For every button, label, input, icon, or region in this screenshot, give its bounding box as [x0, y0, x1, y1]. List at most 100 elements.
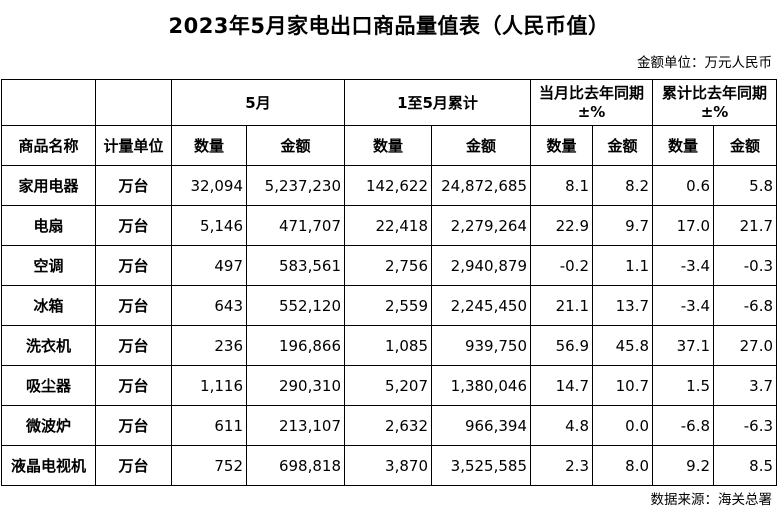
month-yoy-qty: -0.2: [530, 245, 593, 286]
cum-yoy-qty: 1.5: [652, 365, 715, 406]
cum-amount: 939,750: [431, 325, 531, 366]
may-qty: 236: [171, 325, 247, 366]
row-unit: 万台: [95, 205, 172, 246]
may-amount: 471,707: [246, 205, 345, 246]
month-yoy-qty: 56.9: [530, 325, 593, 366]
cum-amount: 2,279,264: [431, 205, 531, 246]
cum-yoy-qty: 17.0: [652, 205, 715, 246]
row-unit: 万台: [95, 325, 172, 366]
cum-yoy-amount: 5.8: [713, 165, 778, 206]
header-col-amt: 金额: [591, 125, 654, 166]
may-qty: 643: [171, 285, 247, 326]
header-may: 5月: [171, 79, 345, 126]
month-yoy-amount: 8.0: [591, 445, 654, 486]
cum-qty: 2,559: [344, 285, 432, 326]
month-yoy-qty: 22.9: [530, 205, 593, 246]
month-yoy-amount: 13.7: [591, 285, 654, 326]
row-name: 空调: [1, 245, 96, 286]
row-unit: 万台: [95, 165, 172, 206]
may-amount: 213,107: [246, 405, 345, 446]
may-amount: 552,120: [246, 285, 345, 326]
row-name: 冰箱: [1, 285, 96, 326]
row-unit: 万台: [95, 445, 172, 486]
cum-yoy-amount: -6.3: [713, 405, 778, 446]
header-month-yoy-line1: 当月比去年同期: [539, 83, 645, 102]
header-column-row: 商品名称 计量单位 数量 金额 数量 金额 数量 金额 数量 金额: [1, 125, 778, 166]
header-col-unit: 计量单位: [95, 125, 172, 166]
row-name: 洗衣机: [1, 325, 96, 366]
table-body: 家用电器 万台 32,094 5,237,230 142,622 24,872,685 8.…: [1, 165, 778, 486]
may-qty: 752: [171, 445, 247, 486]
cum-yoy-qty: -3.4: [652, 285, 715, 326]
may-amount: 5,237,230: [246, 165, 345, 206]
row-name: 吸尘器: [1, 365, 96, 406]
page-title: 2023年5月家电出口商品量值表（人民币值）: [168, 14, 610, 38]
table-row: 液晶电视机 万台 752 698,818 3,870 3,525,585 2.3 8.0 9.2…: [1, 445, 778, 486]
cum-yoy-amount: 21.7: [713, 205, 778, 246]
header-blank-unit: [95, 79, 172, 126]
may-qty: 5,146: [171, 205, 247, 246]
export-table: 5月 1至5月累计 当月比去年同期 ±% 累计比去年同期 ±% 商品名称 计量单…: [1, 79, 778, 486]
table-row: 空调 万台 497 583,561 2,756 2,940,879 -0.2 1.1 -3.4-…: [1, 245, 778, 286]
header-jan-may: 1至5月累计: [344, 79, 531, 126]
may-qty: 611: [171, 405, 247, 446]
cum-yoy-amount: 8.5: [713, 445, 778, 486]
cum-amount: 966,394: [431, 405, 531, 446]
row-name: 家用电器: [1, 165, 96, 206]
month-yoy-qty: 14.7: [530, 365, 593, 406]
row-unit: 万台: [95, 365, 172, 406]
row-unit: 万台: [95, 285, 172, 326]
header-month-yoy-line2: ±%: [577, 102, 606, 121]
row-unit: 万台: [95, 245, 172, 286]
may-amount: 290,310: [246, 365, 345, 406]
may-amount: 196,866: [246, 325, 345, 366]
cum-yoy-qty: -3.4: [652, 245, 715, 286]
row-name: 液晶电视机: [1, 445, 96, 486]
header-col-qty: 数量: [344, 125, 432, 166]
may-amount: 583,561: [246, 245, 345, 286]
cum-yoy-qty: 37.1: [652, 325, 715, 366]
month-yoy-amount: 9.7: [591, 205, 654, 246]
month-yoy-amount: 8.2: [591, 165, 654, 206]
month-yoy-qty: 2.3: [530, 445, 593, 486]
table-row: 冰箱 万台 643 552,120 2,559 2,245,450 21.1 13.7 -3.4…: [1, 285, 778, 326]
cum-qty: 22,418: [344, 205, 432, 246]
cum-amount: 1,380,046: [431, 365, 531, 406]
header-col-amt: 金额: [246, 125, 345, 166]
cum-yoy-qty: 0.6: [652, 165, 715, 206]
cum-amount: 3,525,585: [431, 445, 531, 486]
table-row: 电扇 万台 5,146 471,707 22,418 2,279,264 22.9 9.7 17…: [1, 205, 778, 246]
header-cum-yoy: 累计比去年同期 ±%: [652, 79, 778, 126]
header-col-amt: 金额: [431, 125, 531, 166]
cum-qty: 1,085: [344, 325, 432, 366]
header-col-qty: 数量: [530, 125, 593, 166]
cum-qty: 5,207: [344, 365, 432, 406]
header-col-name: 商品名称: [1, 125, 96, 166]
month-yoy-amount: 0.0: [591, 405, 654, 446]
may-qty: 1,116: [171, 365, 247, 406]
cum-qty: 142,622: [344, 165, 432, 206]
row-unit: 万台: [95, 405, 172, 446]
table-row: 吸尘器 万台 1,116 290,310 5,207 1,380,046 14.7 10.7 1…: [1, 365, 778, 406]
source-note: 数据来源：海关总署: [650, 492, 773, 508]
table-row: 家用电器 万台 32,094 5,237,230 142,622 24,872,685 8.…: [1, 165, 778, 206]
month-yoy-qty: 4.8: [530, 405, 593, 446]
cum-amount: 2,245,450: [431, 285, 531, 326]
cum-yoy-amount: -6.8: [713, 285, 778, 326]
cum-amount: 2,940,879: [431, 245, 531, 286]
table-row: 洗衣机 万台 236 196,866 1,085 939,750 56.9 45.8 37.1 2…: [1, 325, 778, 366]
cum-yoy-qty: -6.8: [652, 405, 715, 446]
may-amount: 698,818: [246, 445, 345, 486]
may-qty: 497: [171, 245, 247, 286]
table-row: 微波炉 万台 611 213,107 2,632 966,394 4.8 0.0 -6.8 -6.…: [1, 405, 778, 446]
cum-qty: 3,870: [344, 445, 432, 486]
header-cum-yoy-line1: 累计比去年同期: [662, 83, 768, 102]
month-yoy-amount: 45.8: [591, 325, 654, 366]
cum-qty: 2,756: [344, 245, 432, 286]
unit-note: 金额单位：万元人民币: [637, 55, 772, 71]
row-name: 微波炉: [1, 405, 96, 446]
month-yoy-qty: 8.1: [530, 165, 593, 206]
cum-qty: 2,632: [344, 405, 432, 446]
cum-yoy-amount: 27.0: [713, 325, 778, 366]
header-group-row: 5月 1至5月累计 当月比去年同期 ±% 累计比去年同期 ±%: [1, 79, 778, 126]
